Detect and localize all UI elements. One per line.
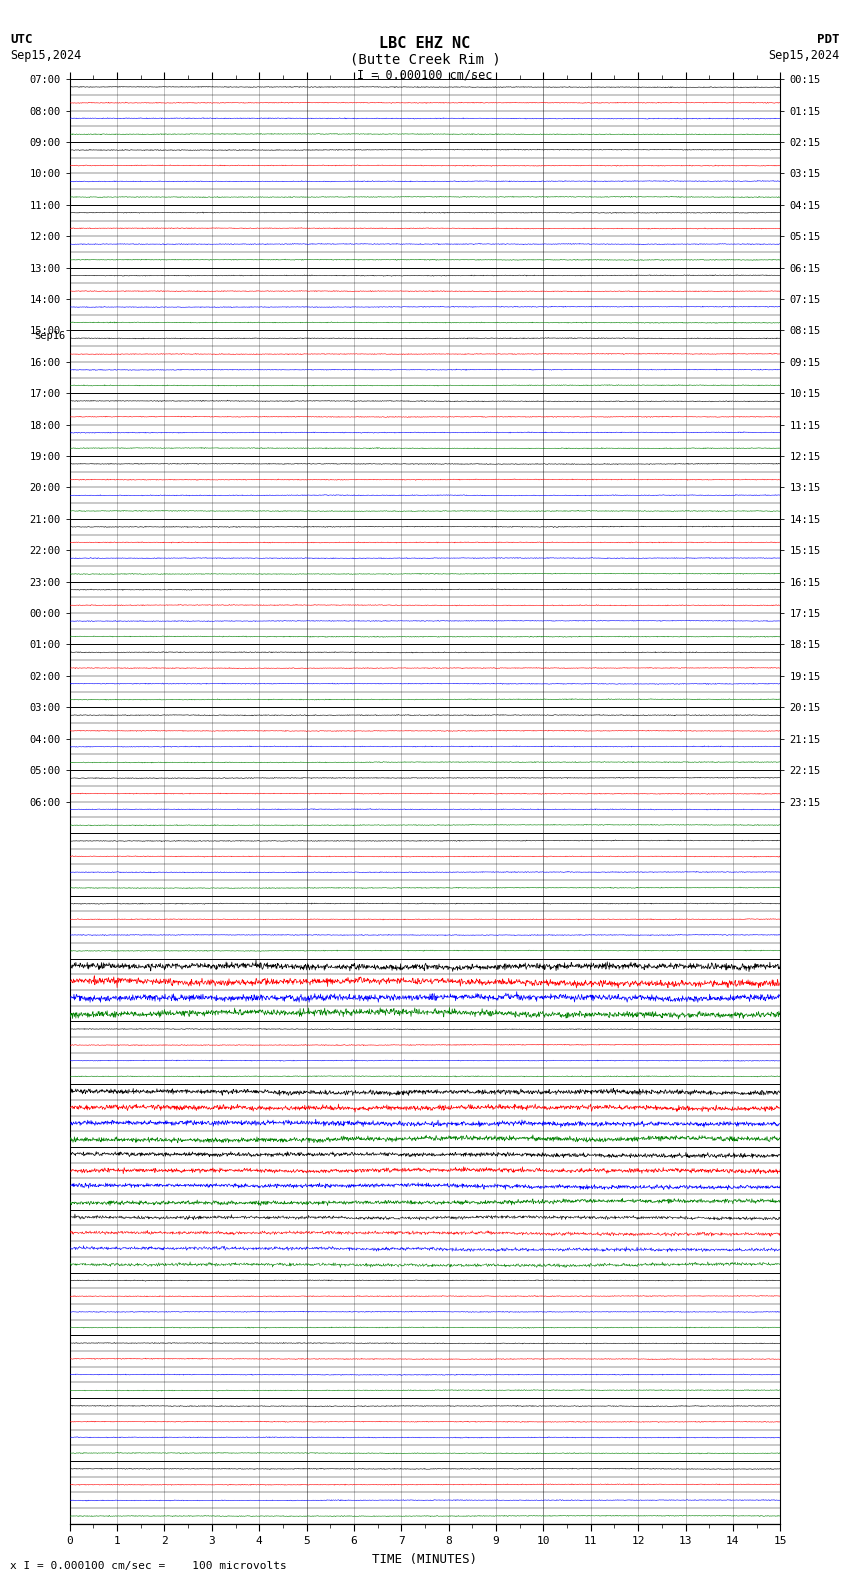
Text: LBC EHZ NC: LBC EHZ NC bbox=[379, 36, 471, 51]
Text: I = 0.000100 cm/sec: I = 0.000100 cm/sec bbox=[357, 68, 493, 81]
Text: PDT: PDT bbox=[818, 33, 840, 46]
Text: UTC: UTC bbox=[10, 33, 32, 46]
Text: Sep15,2024: Sep15,2024 bbox=[10, 49, 82, 62]
Text: x I = 0.000100 cm/sec =    100 microvolts: x I = 0.000100 cm/sec = 100 microvolts bbox=[10, 1562, 287, 1571]
Text: Sep15,2024: Sep15,2024 bbox=[768, 49, 840, 62]
X-axis label: TIME (MINUTES): TIME (MINUTES) bbox=[372, 1552, 478, 1565]
Text: Sep16: Sep16 bbox=[34, 331, 65, 342]
Text: (Butte Creek Rim ): (Butte Creek Rim ) bbox=[349, 52, 501, 67]
